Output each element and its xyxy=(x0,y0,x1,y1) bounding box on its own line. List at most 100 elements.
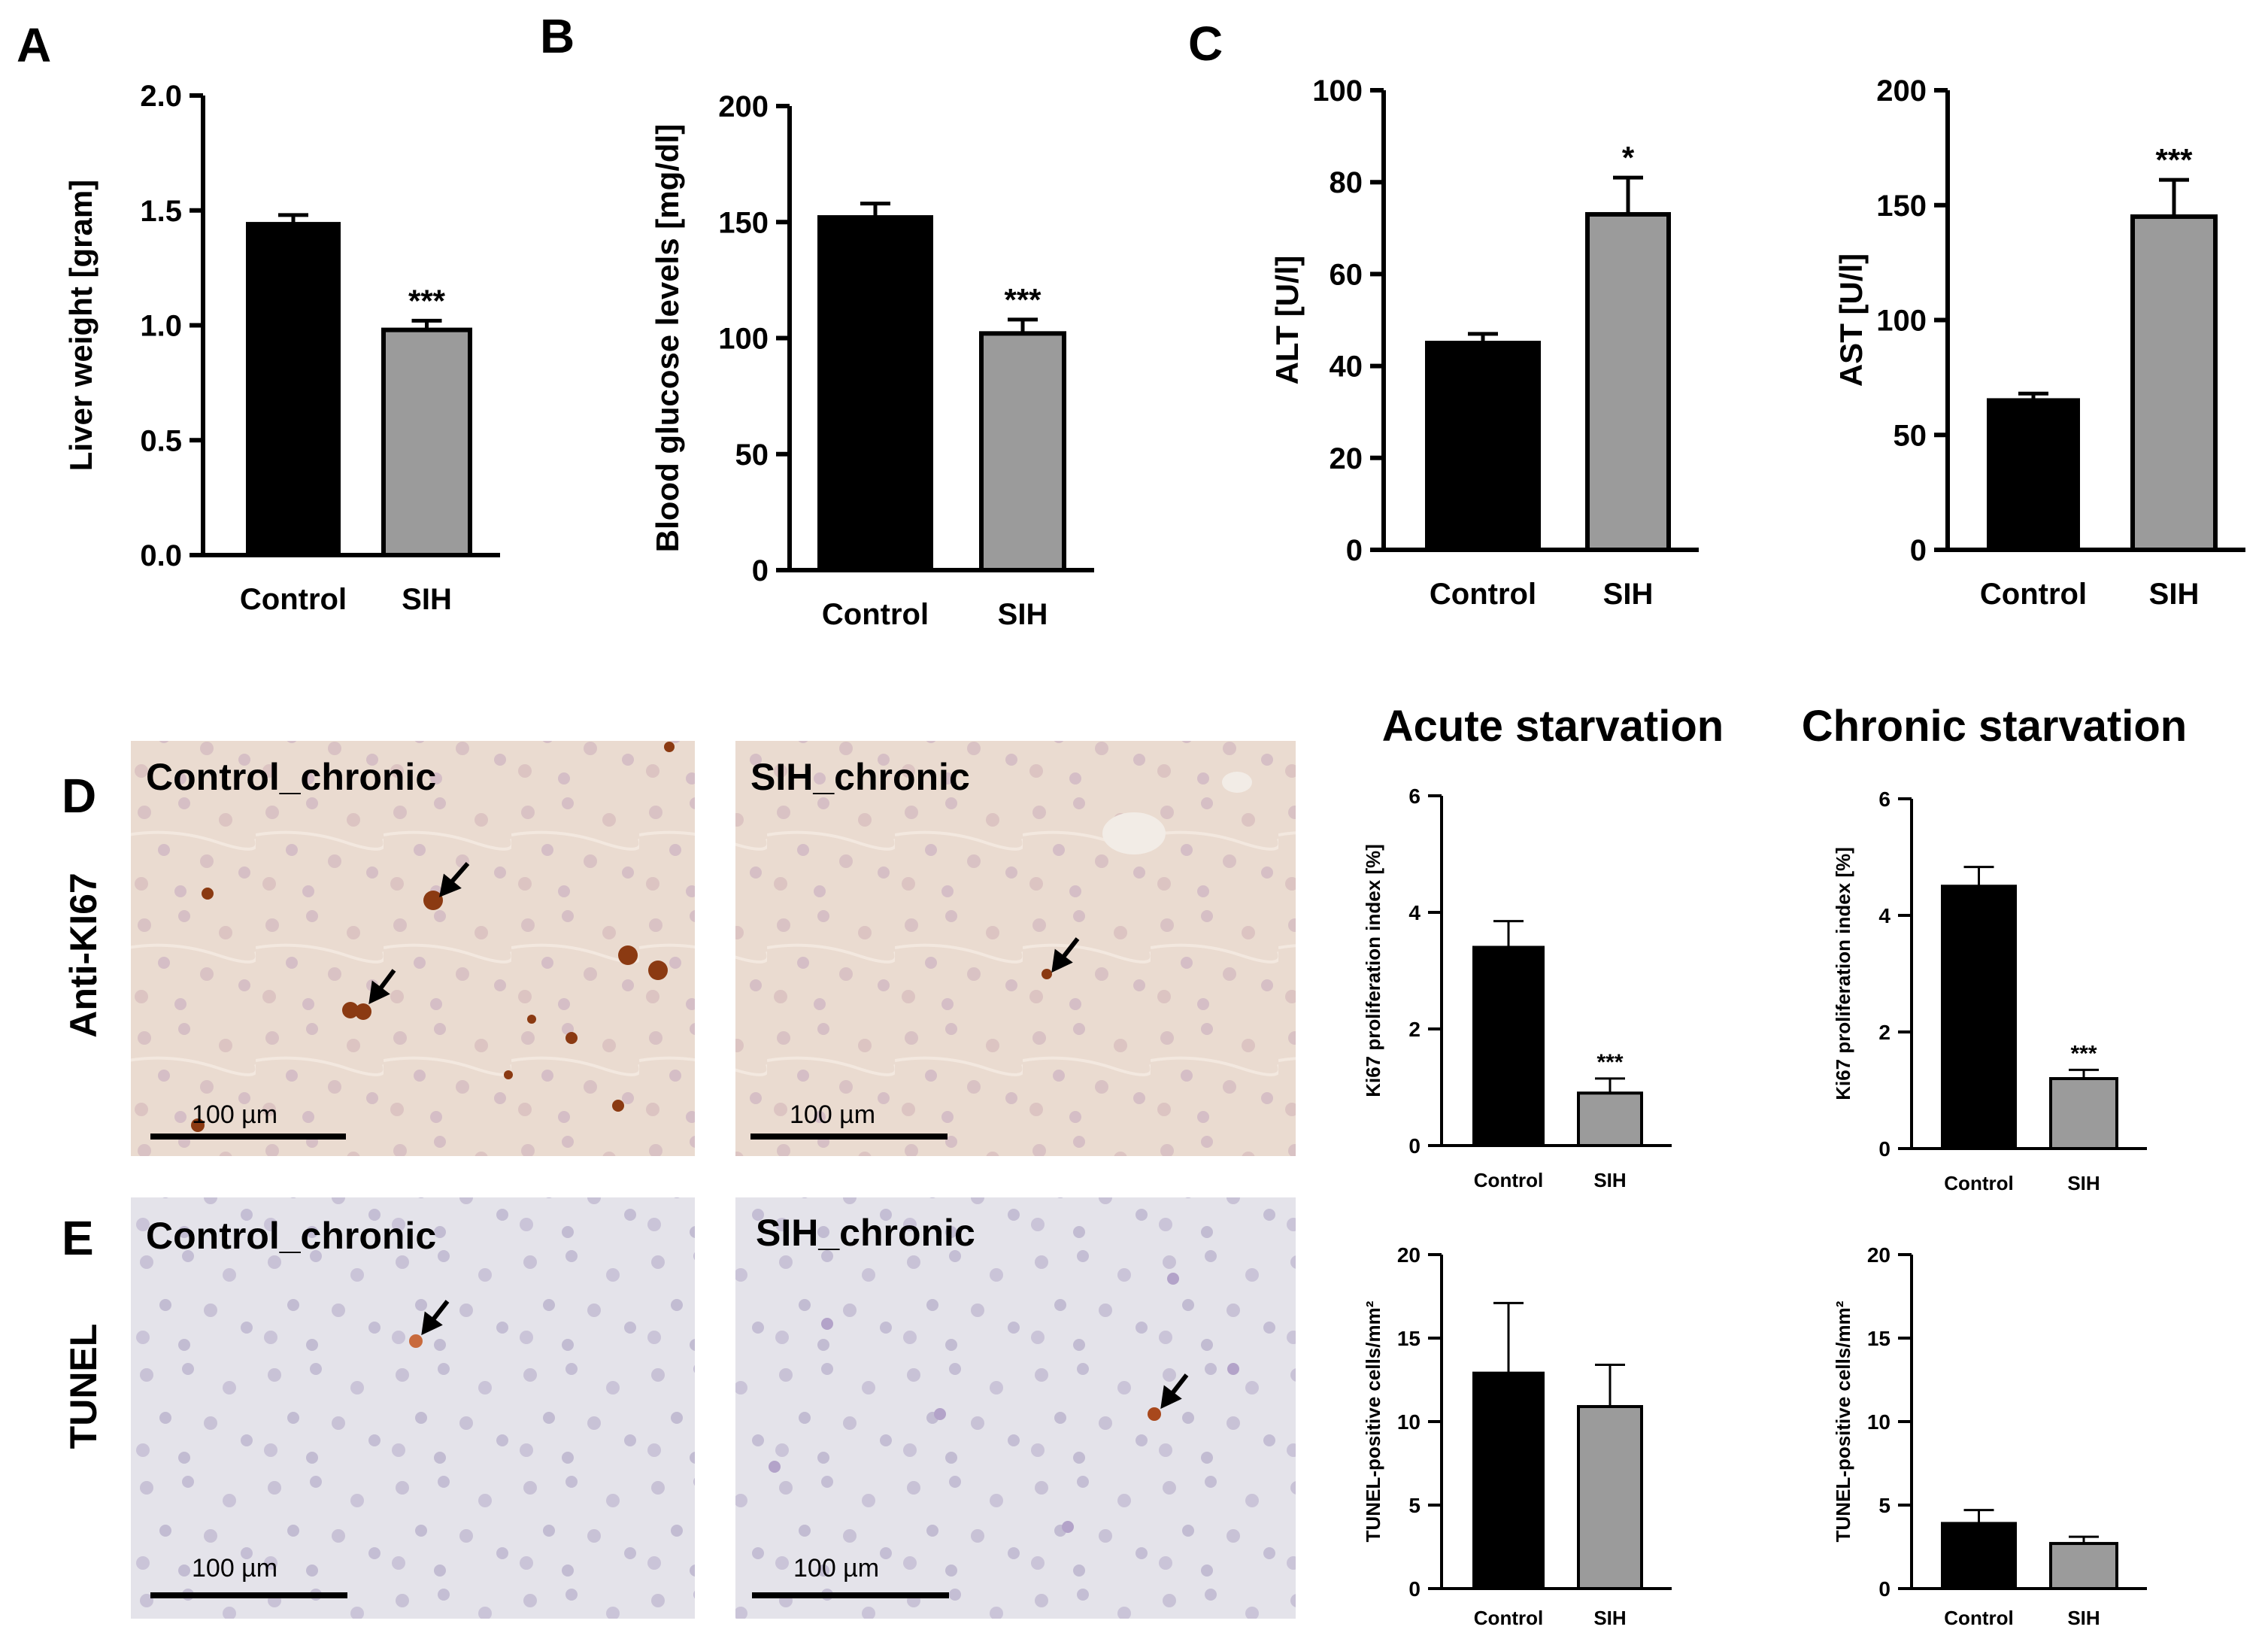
y-tick-label: 1.5 xyxy=(140,195,182,228)
y-tick-label: 100 xyxy=(1876,305,1927,338)
x-category-label: SIH xyxy=(2067,1607,2100,1629)
y-tick-label: 0.5 xyxy=(140,424,182,457)
y-tick-label: 0 xyxy=(1910,534,1927,567)
micrograph-label: SIH_chronic xyxy=(750,756,970,798)
y-tick-label: 2 xyxy=(1408,1018,1421,1041)
x-category-label: Control xyxy=(1474,1169,1543,1191)
bar-sih xyxy=(381,327,472,557)
y-axis-label: TUNEL-positive cells/mm² xyxy=(1362,1300,1384,1542)
panel-label-b: B xyxy=(540,9,575,63)
y-tick-label: 40 xyxy=(1330,351,1363,384)
y-tick-label: 150 xyxy=(718,206,769,239)
x-category-label: SIH xyxy=(402,583,452,616)
y-tick-label: 10 xyxy=(1867,1410,1891,1434)
bar-sih xyxy=(1585,211,1671,552)
y-tick-label: 0.0 xyxy=(140,539,182,572)
bar-sih xyxy=(1577,1091,1643,1147)
chart-liver-weight: 0.0 0.5 1.0 1.5 2.0 Liver weight [gram] Contro… xyxy=(63,80,500,616)
y-tick-label: 60 xyxy=(1330,258,1363,291)
chart-ki67-acute: 0 2 4 6 Ki67 proliferation index [%] Control S… xyxy=(1362,785,1672,1191)
row-label-ki67: Anti-KI67 xyxy=(62,873,105,1037)
micrograph-d-sih: SIH_chronic 100 µm xyxy=(735,741,1296,1156)
y-tick-label: 6 xyxy=(1878,788,1891,811)
bar-control xyxy=(817,215,933,572)
micrograph-label: Control_chronic xyxy=(146,1215,436,1257)
significance-marker: *** xyxy=(1596,1050,1623,1075)
x-category-label: Control xyxy=(822,598,929,631)
bar-control xyxy=(1472,1371,1545,1590)
x-category-label: Control xyxy=(1474,1607,1543,1629)
arrow-icon xyxy=(1051,937,1080,973)
y-tick-label: 6 xyxy=(1408,785,1421,808)
micrograph-label: Control_chronic xyxy=(146,756,436,798)
y-axis-label: Ki67 proliferation index [%] xyxy=(1832,847,1854,1100)
x-category-label: SIH xyxy=(1593,1607,1626,1629)
y-tick-label: 0 xyxy=(1346,534,1363,567)
y-axis-label: Liver weight [gram] xyxy=(63,180,99,471)
y-axis-label: Ki67 proliferation index [%] xyxy=(1362,844,1384,1097)
y-tick-label: 200 xyxy=(718,90,769,123)
bar-sih xyxy=(2049,1077,2118,1150)
arrow-icon xyxy=(1160,1373,1189,1410)
bar-sih xyxy=(979,331,1066,572)
scale-bar-label: 100 µm xyxy=(192,1554,277,1583)
scale-bar-label: 100 µm xyxy=(790,1100,875,1129)
x-category-label: Control xyxy=(1430,578,1536,611)
y-axis-label: TUNEL-positive cells/mm² xyxy=(1832,1300,1854,1542)
y-tick-label: 1.0 xyxy=(140,310,182,343)
panel-label-e: E xyxy=(62,1211,94,1265)
title-chronic-starvation: Chronic starvation xyxy=(1802,702,2187,751)
micrograph-e-sih: SIH_chronic 100 µm xyxy=(735,1197,1296,1619)
micrograph-d-control: Control_chronic 100 µm xyxy=(131,741,695,1156)
micrograph-e-control: Control_chronic 100 µm xyxy=(131,1197,695,1619)
chart-ki67-chronic: 0 2 4 6 Ki67 proliferation index [%] Control S… xyxy=(1832,788,2147,1194)
bar-control xyxy=(1941,885,2017,1150)
scale-bar xyxy=(150,1134,346,1140)
x-category-label: Control xyxy=(240,583,347,616)
x-category-label: Control xyxy=(1944,1172,2013,1194)
bar-control xyxy=(246,222,341,557)
y-axis-label: ALT [U/l] xyxy=(1269,256,1305,385)
panel-label-d: D xyxy=(62,769,96,823)
title-acute-starvation: Acute starvation xyxy=(1382,702,1724,751)
bar-sih xyxy=(1577,1405,1643,1591)
significance-marker: * xyxy=(1622,140,1635,175)
x-category-label: SIH xyxy=(998,598,1048,631)
y-tick-label: 0 xyxy=(1878,1577,1891,1601)
arrow-icon xyxy=(421,1300,450,1336)
y-tick-label: 0 xyxy=(1408,1134,1421,1158)
x-category-label: Control xyxy=(1944,1607,2013,1629)
y-tick-label: 0 xyxy=(752,554,769,587)
x-category-label: SIH xyxy=(2067,1172,2100,1194)
bar-sih xyxy=(2130,214,2218,552)
significance-marker: *** xyxy=(1004,282,1042,317)
panel-label-a: A xyxy=(17,18,51,72)
y-tick-label: 5 xyxy=(1878,1494,1891,1517)
bar-control xyxy=(1987,398,2080,552)
significance-marker: *** xyxy=(2070,1041,2097,1066)
scale-bar xyxy=(150,1592,347,1598)
y-tick-label: 50 xyxy=(735,439,769,472)
y-tick-label: 100 xyxy=(718,323,769,356)
y-tick-label: 4 xyxy=(1408,901,1421,924)
y-tick-label: 0 xyxy=(1408,1577,1421,1601)
y-axis-label: AST [U/l] xyxy=(1833,253,1869,387)
chart-alt: 0 20 40 60 80 100 ALT [U/l] Control SIH * xyxy=(1269,74,1699,611)
y-tick-label: 150 xyxy=(1876,190,1927,223)
row-label-tunel: TUNEL xyxy=(62,1324,105,1449)
scale-bar-label: 100 µm xyxy=(793,1554,879,1583)
x-category-label: SIH xyxy=(2149,578,2200,611)
stained-nuclei xyxy=(191,742,675,1132)
chart-tunel-acute: 0 5 10 15 20 TUNEL-positive cells/mm² Control S… xyxy=(1362,1243,1672,1629)
y-tick-label: 2 xyxy=(1878,1021,1891,1044)
y-tick-label: 4 xyxy=(1878,904,1891,927)
x-category-label: Control xyxy=(1980,578,2087,611)
y-tick-label: 10 xyxy=(1397,1410,1421,1434)
scale-bar-label: 100 µm xyxy=(192,1100,277,1129)
y-tick-label: 20 xyxy=(1867,1243,1891,1267)
y-tick-label: 2.0 xyxy=(140,80,182,113)
panel-label-c: C xyxy=(1188,17,1223,71)
bar-control xyxy=(1472,945,1545,1147)
y-tick-label: 15 xyxy=(1867,1327,1891,1350)
bar-control xyxy=(1941,1522,2017,1591)
